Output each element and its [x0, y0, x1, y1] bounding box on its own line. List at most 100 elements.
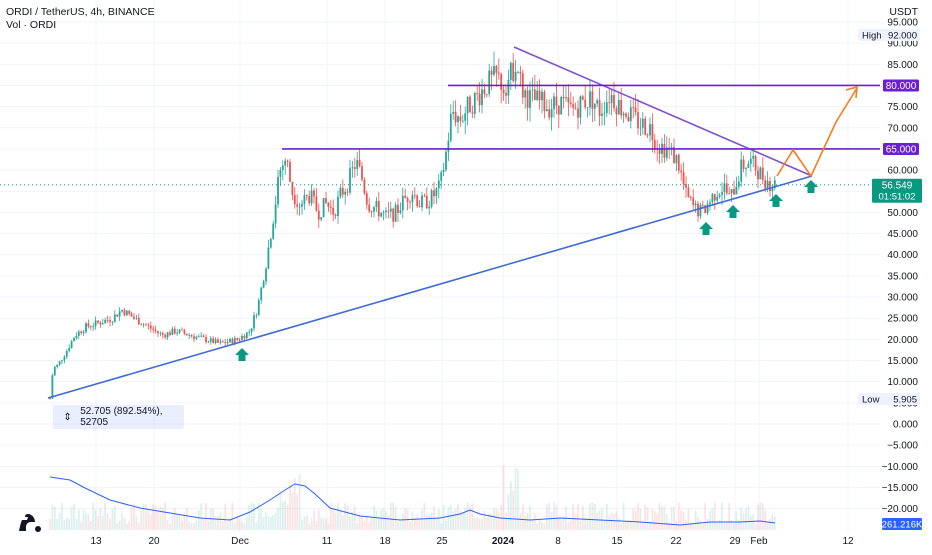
candle-body — [713, 194, 716, 201]
candle-body — [267, 247, 270, 269]
price-tick-label: 10.000 — [887, 377, 918, 388]
volume-bar — [653, 511, 656, 530]
volume-bar — [723, 523, 726, 530]
candle-body — [617, 100, 620, 115]
volume-bar — [358, 513, 361, 530]
price-tick-label: 85.000 — [887, 60, 918, 71]
candle-body — [305, 195, 308, 196]
candle-body — [248, 331, 251, 333]
volume-bar — [65, 517, 68, 530]
volume-bar — [481, 518, 483, 530]
candle-body — [596, 100, 599, 104]
volume-bar — [745, 508, 747, 530]
volume-bar — [471, 503, 474, 530]
volume-bar — [145, 504, 147, 530]
volume-bar — [490, 513, 493, 530]
candle-body — [221, 341, 224, 343]
high-tag-value: 92.000 — [888, 31, 917, 42]
candle-body — [653, 140, 656, 149]
volume-bar — [279, 493, 282, 530]
volume-bar — [721, 502, 723, 530]
projection-path — [776, 87, 858, 178]
candle-body — [255, 314, 258, 316]
candle-body — [673, 147, 675, 164]
candle-body — [421, 195, 423, 208]
volume-bar — [226, 522, 229, 530]
volume-bar — [634, 509, 637, 530]
candle-body — [706, 204, 709, 214]
volume-bar — [673, 506, 675, 530]
candle-body — [274, 204, 277, 224]
candle-body — [389, 208, 392, 212]
candle-body — [601, 113, 603, 116]
candle-body — [449, 113, 452, 141]
candle-body — [51, 375, 54, 399]
candle-body — [536, 90, 539, 100]
time-tick-label: Feb — [750, 536, 768, 547]
volume-bar — [706, 518, 709, 530]
candle-body — [157, 330, 159, 334]
candle-body — [543, 91, 546, 112]
volume-bar — [130, 507, 133, 530]
candle-body — [565, 97, 567, 99]
price-tick-label: 30.000 — [887, 293, 918, 304]
candle-body — [344, 191, 347, 195]
candle-body — [80, 331, 83, 333]
time-tick-label: 29 — [729, 536, 741, 547]
volume-bar — [526, 513, 529, 530]
candle-body — [632, 107, 635, 109]
candle-body — [737, 181, 740, 187]
candle-body — [509, 62, 512, 80]
candle-body — [250, 328, 253, 332]
candle-body — [759, 167, 762, 180]
candle-body — [301, 203, 303, 207]
candle-body — [233, 338, 236, 344]
candle-body — [569, 102, 572, 105]
volume-bar — [49, 518, 51, 530]
candle-body — [670, 147, 673, 149]
candle-body — [649, 124, 651, 136]
volume-bar — [572, 504, 575, 530]
volume-bar — [610, 512, 613, 530]
volume-bar — [305, 515, 308, 530]
tradingview-logo-icon[interactable] — [16, 510, 44, 534]
candle-body — [488, 70, 491, 95]
volume-bar — [310, 518, 313, 530]
price-tick-label: −15.000 — [882, 483, 919, 494]
volume-bar — [99, 507, 102, 530]
candle-body — [581, 96, 584, 100]
candle-body — [277, 176, 279, 205]
volume-bar — [195, 518, 198, 530]
candle-body — [514, 71, 517, 81]
volume-bar — [92, 502, 95, 530]
support-trendline — [47, 175, 813, 399]
volume-bar — [531, 518, 534, 530]
time-tick-label: Dec — [231, 536, 249, 547]
volume-bar — [291, 492, 294, 530]
volume-bar — [322, 519, 325, 530]
volume-bar — [241, 521, 243, 530]
time-tick-label: 2024 — [492, 536, 515, 547]
volume-bar — [692, 523, 695, 530]
volume-bar — [152, 503, 155, 530]
candle-body — [351, 167, 354, 169]
volume-bar — [584, 517, 587, 530]
candle-body — [190, 335, 193, 337]
volume-indicator-title[interactable]: Vol · ORDI — [6, 19, 57, 31]
candle-body — [49, 398, 51, 400]
candle-body — [644, 118, 647, 135]
candle-body — [128, 310, 131, 314]
candle-body — [341, 187, 344, 195]
candle-body — [349, 168, 351, 193]
candle-body — [99, 322, 102, 325]
candle-body — [183, 329, 186, 334]
volume-bar — [207, 520, 210, 530]
symbol-title[interactable]: ORDI / TetherUS, 4h, BINANCE — [6, 6, 155, 18]
volume-bar — [620, 523, 623, 530]
candle-body — [171, 328, 174, 335]
volume-bar — [272, 514, 275, 530]
candle-body — [665, 147, 668, 158]
candle-body — [716, 196, 719, 201]
